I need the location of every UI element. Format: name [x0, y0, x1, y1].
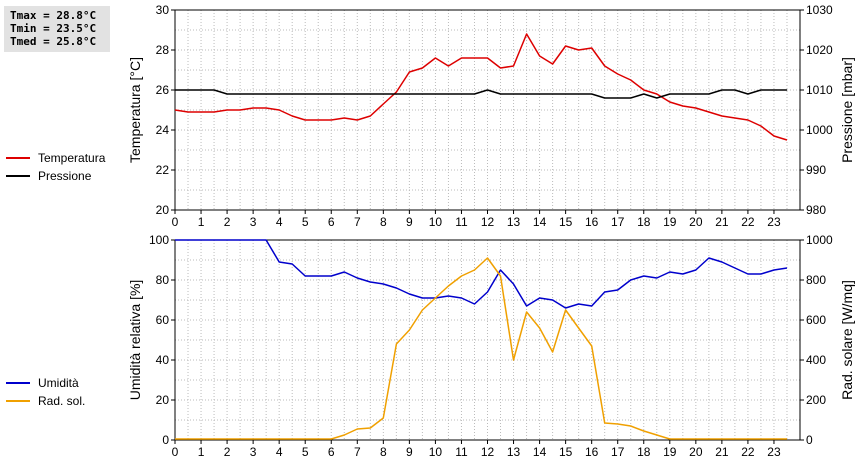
y-tick-label-right: 1000 — [806, 233, 833, 247]
y-tick-label-left: 0 — [162, 433, 169, 447]
x-tick-label: 14 — [533, 445, 547, 459]
x-tick-label: 19 — [663, 445, 677, 459]
x-tick-label: 19 — [663, 215, 677, 229]
x-tick-label: 22 — [741, 215, 755, 229]
x-tick-label: 3 — [250, 215, 257, 229]
y-tick-label-right: 1000 — [806, 123, 833, 137]
x-tick-label: 16 — [585, 215, 599, 229]
y-tick-label-left: 28 — [156, 43, 170, 57]
x-tick-label: 15 — [559, 445, 573, 459]
x-tick-label: 20 — [689, 445, 703, 459]
x-tick-label: 8 — [380, 445, 387, 459]
x-tick-label: 1 — [198, 445, 205, 459]
y-tick-label-right: 1030 — [806, 3, 833, 17]
tmin-text: Tmin = 23.5°C — [10, 22, 97, 35]
y-tick-label-right: 990 — [806, 163, 826, 177]
y-tick-label-left: 30 — [156, 3, 170, 17]
y-tick-label-left: 26 — [156, 83, 170, 97]
x-tick-label: 23 — [767, 215, 781, 229]
y-tick-label-left: 60 — [156, 313, 170, 327]
x-tick-label: 21 — [715, 215, 729, 229]
series-line-primary — [174, 33, 788, 141]
y-tick-label-left: 100 — [149, 233, 169, 247]
x-tick-label: 10 — [429, 215, 443, 229]
x-tick-label: 6 — [328, 445, 335, 459]
x-tick-label: 20 — [689, 215, 703, 229]
x-tick-label: 14 — [533, 215, 547, 229]
x-tick-label: 11 — [455, 445, 468, 459]
x-tick-label: 21 — [715, 445, 729, 459]
x-tick-label: 16 — [585, 445, 599, 459]
x-tick-label: 15 — [559, 215, 573, 229]
x-tick-label: 17 — [611, 445, 625, 459]
y-tick-label-right: 200 — [806, 393, 826, 407]
x-tick-label: 13 — [507, 445, 521, 459]
stats-box: Tmax = 28.8°C Tmin = 23.5°C Tmed = 25.8°… — [4, 6, 110, 52]
y-tick-label-right: 0 — [806, 433, 813, 447]
series-line-primary — [175, 239, 788, 309]
y-tick-label-left: 20 — [156, 393, 170, 407]
x-tick-label: 23 — [767, 445, 781, 459]
y-tick-label-right: 600 — [806, 313, 826, 327]
legend-label: Rad. sol. — [38, 394, 85, 408]
y-tick-label-right: 1020 — [806, 43, 833, 57]
tmed-text: Tmed = 25.8°C — [10, 35, 97, 48]
y-tick-label-right: 980 — [806, 203, 826, 217]
x-tick-label: 4 — [276, 215, 283, 229]
x-tick-label: 2 — [224, 215, 231, 229]
y-axis-label-right: Pressione [mbar] — [839, 57, 855, 163]
x-tick-label: 6 — [328, 215, 335, 229]
x-tick-label: 5 — [302, 215, 309, 229]
x-tick-label: 0 — [172, 445, 179, 459]
y-tick-label-right: 800 — [806, 273, 826, 287]
x-tick-label: 3 — [250, 445, 257, 459]
series-line-secondary — [175, 257, 787, 440]
x-tick-label: 7 — [354, 445, 361, 459]
x-tick-label: 10 — [429, 445, 443, 459]
x-tick-label: 17 — [611, 215, 625, 229]
y-axis-label-left: Temperatura [°C] — [127, 57, 143, 163]
x-tick-label: 5 — [302, 445, 309, 459]
x-tick-label: 12 — [481, 215, 495, 229]
x-tick-label: 0 — [172, 215, 179, 229]
y-axis-label-left: Umidità relativa [%] — [127, 280, 143, 401]
y-tick-label-left: 24 — [156, 123, 170, 137]
x-tick-label: 18 — [637, 445, 651, 459]
y-tick-label-left: 40 — [156, 353, 170, 367]
x-tick-label: 7 — [354, 215, 361, 229]
legend-label: Pressione — [38, 169, 92, 183]
y-tick-label-left: 22 — [156, 163, 170, 177]
x-tick-label: 9 — [406, 445, 413, 459]
x-tick-label: 12 — [481, 445, 495, 459]
x-tick-label: 13 — [507, 215, 521, 229]
x-tick-label: 22 — [741, 445, 755, 459]
tmax-text: Tmax = 28.8°C — [10, 9, 97, 22]
x-tick-label: 2 — [224, 445, 231, 459]
y-tick-label-left: 20 — [156, 203, 170, 217]
y-axis-label-right: Rad. solare [W/mq] — [839, 280, 855, 400]
y-tick-label-right: 400 — [806, 353, 826, 367]
x-tick-label: 11 — [455, 215, 468, 229]
x-tick-label: 18 — [637, 215, 651, 229]
y-tick-label-left: 80 — [156, 273, 170, 287]
legend-label: Umidità — [38, 376, 79, 390]
y-tick-label-right: 1010 — [806, 83, 833, 97]
series-line-secondary — [175, 89, 787, 99]
x-tick-label: 1 — [198, 215, 205, 229]
x-tick-label: 4 — [276, 445, 283, 459]
x-tick-label: 9 — [406, 215, 413, 229]
legend-label: Temperatura — [38, 151, 106, 165]
x-tick-label: 8 — [380, 215, 387, 229]
